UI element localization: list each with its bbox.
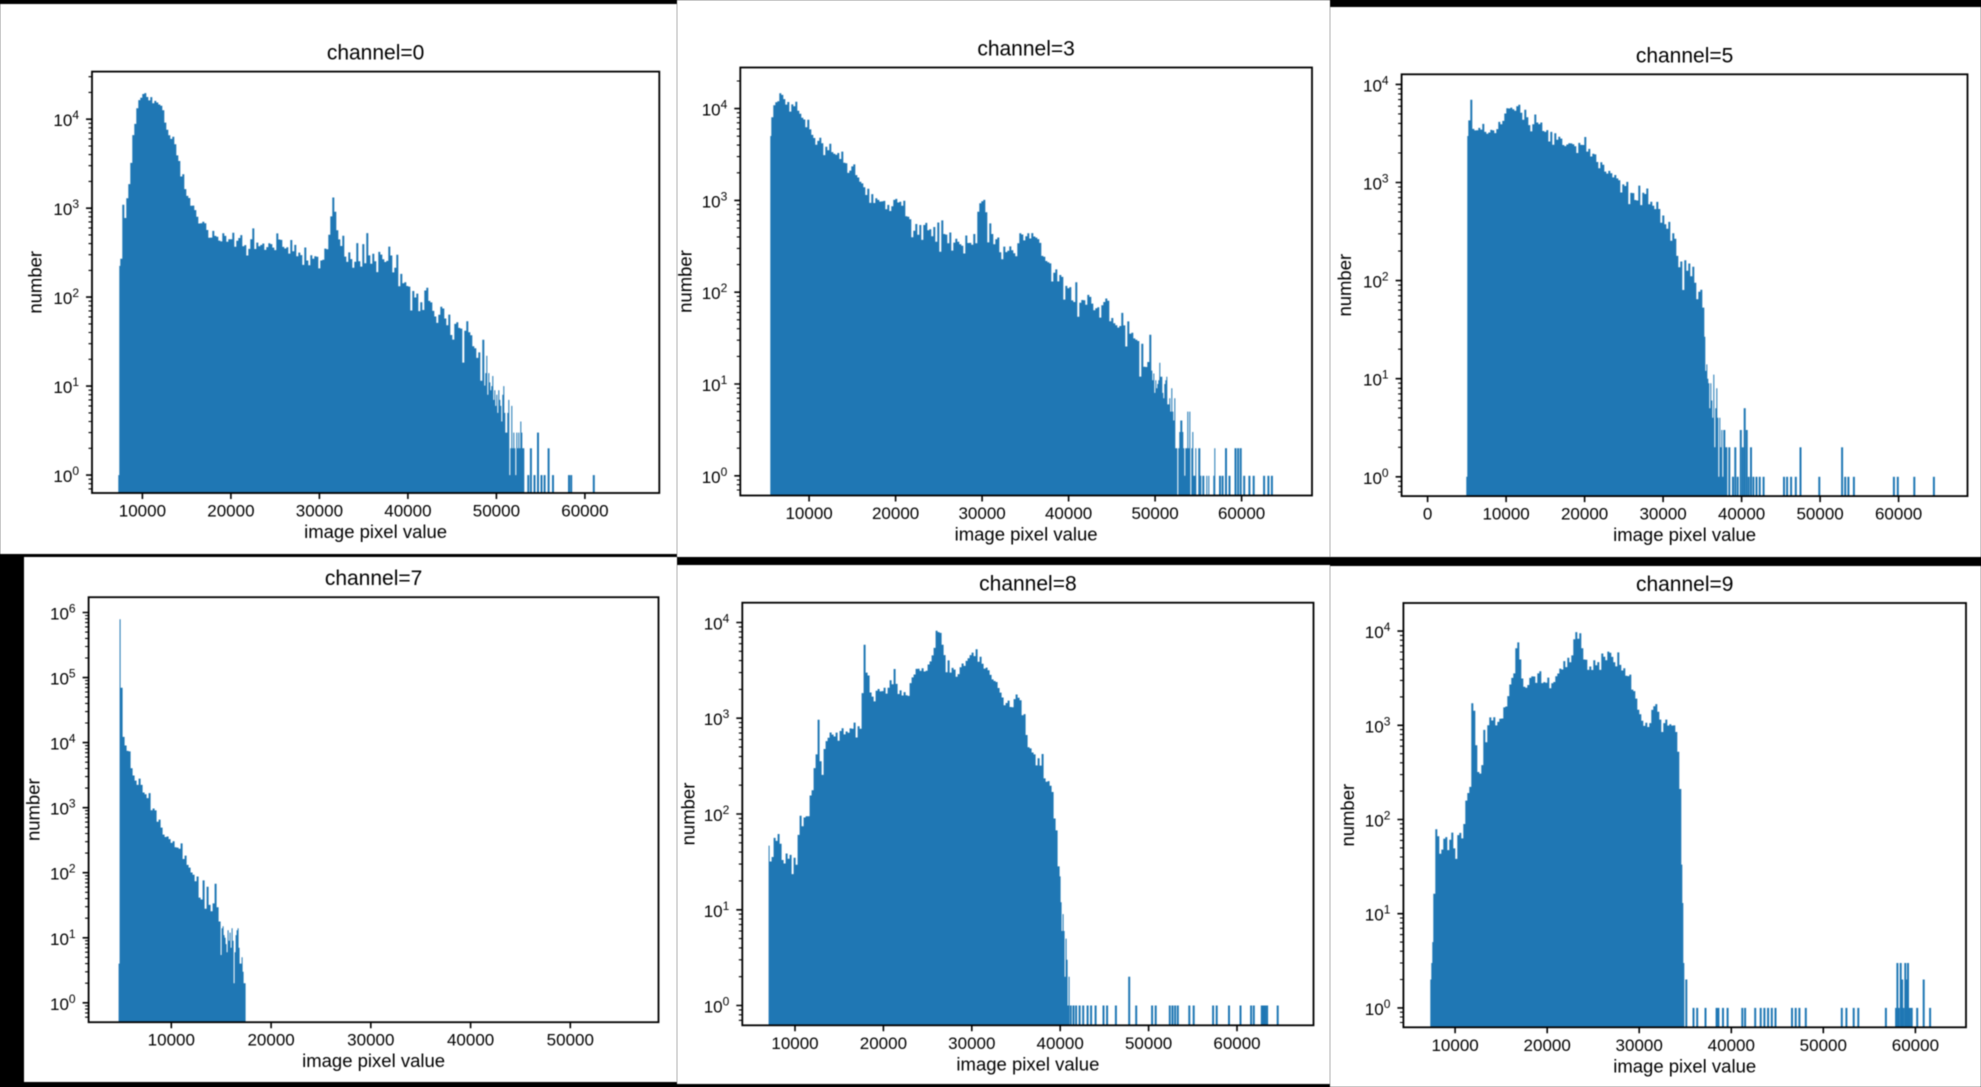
svg-text:100: 100 (50, 991, 76, 1013)
svg-text:50000: 50000 (1800, 1036, 1847, 1055)
svg-text:20000: 20000 (1524, 1036, 1571, 1055)
svg-text:100: 100 (704, 995, 730, 1017)
svg-text:image pixel value: image pixel value (1613, 1055, 1756, 1076)
svg-text:103: 103 (53, 197, 79, 219)
svg-text:image pixel value: image pixel value (955, 524, 1098, 545)
svg-text:10000: 10000 (771, 1034, 818, 1053)
svg-text:10000: 10000 (1431, 1036, 1478, 1055)
svg-text:50000: 50000 (1131, 504, 1178, 523)
svg-text:30000: 30000 (296, 502, 343, 521)
svg-text:106: 106 (50, 601, 76, 623)
svg-text:102: 102 (1365, 809, 1391, 831)
svg-text:100: 100 (1365, 997, 1391, 1019)
svg-text:40000: 40000 (1045, 504, 1092, 523)
svg-text:number: number (1337, 784, 1358, 847)
svg-text:60000: 60000 (561, 502, 608, 521)
svg-text:10000: 10000 (1482, 505, 1529, 524)
svg-text:60000: 60000 (1875, 505, 1922, 524)
svg-text:20000: 20000 (1561, 505, 1608, 524)
svg-text:30000: 30000 (1639, 505, 1686, 524)
svg-text:101: 101 (702, 373, 728, 395)
svg-text:20000: 20000 (247, 1030, 294, 1049)
svg-text:30000: 30000 (958, 504, 1005, 523)
svg-text:number: number (25, 251, 46, 314)
svg-text:104: 104 (53, 108, 79, 130)
svg-text:40000: 40000 (1037, 1034, 1084, 1053)
svg-text:0: 0 (1423, 505, 1432, 524)
svg-text:20000: 20000 (207, 502, 254, 521)
svg-text:105: 105 (50, 666, 76, 688)
svg-text:103: 103 (50, 796, 76, 818)
svg-text:image pixel value: image pixel value (1613, 524, 1756, 545)
svg-text:101: 101 (704, 899, 730, 921)
svg-text:10000: 10000 (785, 504, 832, 523)
svg-text:103: 103 (1363, 172, 1389, 194)
svg-text:channel=7: channel=7 (325, 567, 423, 590)
svg-text:number: number (1334, 254, 1355, 317)
svg-text:20000: 20000 (860, 1034, 907, 1053)
svg-text:channel=9: channel=9 (1636, 573, 1734, 596)
svg-text:102: 102 (702, 281, 728, 303)
svg-text:channel=8: channel=8 (979, 573, 1077, 596)
svg-text:102: 102 (704, 803, 730, 825)
svg-text:number: number (678, 783, 699, 846)
svg-text:30000: 30000 (347, 1030, 394, 1049)
svg-text:102: 102 (1363, 270, 1389, 292)
svg-text:102: 102 (50, 861, 76, 883)
svg-text:104: 104 (702, 98, 728, 120)
svg-text:30000: 30000 (948, 1034, 995, 1053)
svg-text:20000: 20000 (872, 504, 919, 523)
svg-text:channel=5: channel=5 (1636, 44, 1734, 67)
svg-text:50000: 50000 (473, 502, 520, 521)
svg-text:60000: 60000 (1218, 504, 1265, 523)
svg-text:101: 101 (50, 926, 76, 948)
svg-text:102: 102 (53, 286, 79, 308)
svg-text:40000: 40000 (1718, 505, 1765, 524)
svg-text:image pixel value: image pixel value (956, 1053, 1099, 1074)
svg-text:104: 104 (1363, 73, 1389, 95)
svg-text:101: 101 (53, 375, 79, 397)
svg-text:10000: 10000 (148, 1030, 195, 1049)
svg-text:50000: 50000 (1796, 505, 1843, 524)
svg-text:104: 104 (50, 731, 76, 753)
svg-text:103: 103 (702, 189, 728, 211)
svg-text:100: 100 (1363, 466, 1389, 488)
svg-text:100: 100 (702, 465, 728, 487)
svg-text:101: 101 (1365, 903, 1391, 925)
svg-text:103: 103 (1365, 714, 1391, 736)
svg-text:50000: 50000 (547, 1030, 594, 1049)
svg-text:103: 103 (704, 707, 730, 729)
svg-text:40000: 40000 (384, 502, 431, 521)
svg-text:image pixel value: image pixel value (302, 1050, 445, 1071)
svg-text:60000: 60000 (1213, 1034, 1260, 1053)
svg-text:104: 104 (704, 612, 730, 634)
svg-text:30000: 30000 (1616, 1036, 1663, 1055)
svg-text:10000: 10000 (119, 502, 166, 521)
svg-text:channel=3: channel=3 (977, 38, 1075, 61)
svg-text:image pixel value: image pixel value (304, 521, 447, 542)
svg-text:100: 100 (53, 464, 79, 486)
svg-text:channel=0: channel=0 (327, 42, 425, 65)
svg-text:60000: 60000 (1892, 1036, 1939, 1055)
svg-text:40000: 40000 (447, 1030, 494, 1049)
svg-text:number: number (677, 250, 696, 313)
svg-text:101: 101 (1363, 368, 1389, 390)
svg-text:104: 104 (1365, 620, 1391, 642)
svg-text:40000: 40000 (1708, 1036, 1755, 1055)
svg-text:50000: 50000 (1125, 1034, 1172, 1053)
svg-text:number: number (24, 778, 44, 841)
